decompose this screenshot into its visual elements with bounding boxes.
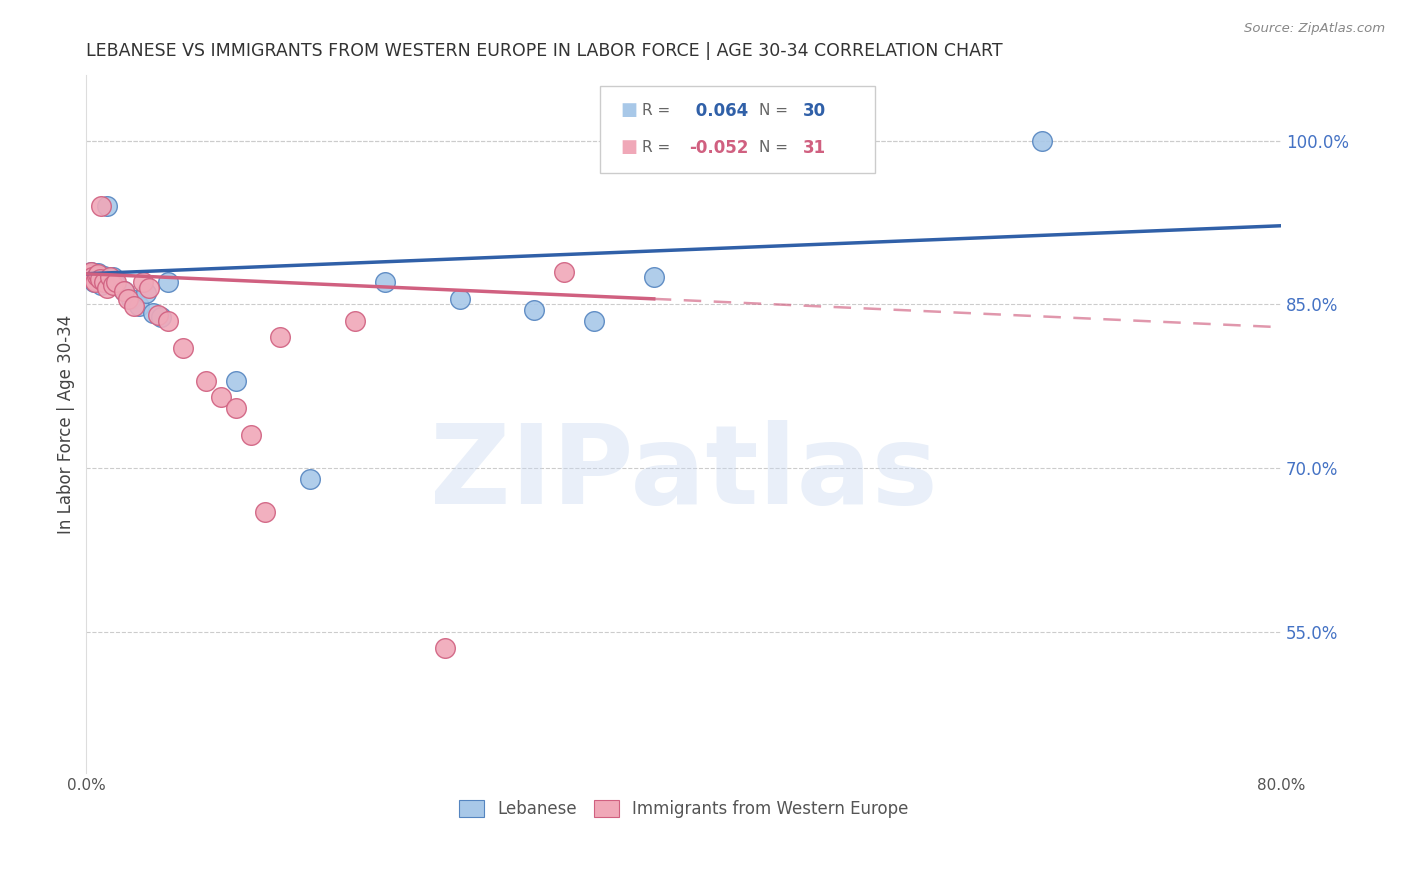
Point: [582, 314, 605, 328]
Point: [96, 199, 118, 213]
Text: R =: R =: [641, 103, 675, 119]
Point: [209, 390, 232, 404]
FancyBboxPatch shape: [600, 86, 875, 173]
Point: [112, 284, 135, 298]
Point: [98, 276, 121, 290]
Point: [122, 300, 145, 314]
Point: [344, 314, 367, 328]
Point: [449, 292, 471, 306]
Point: [77, 267, 100, 281]
Point: [105, 277, 128, 292]
Text: Source: ZipAtlas.com: Source: ZipAtlas.com: [1244, 22, 1385, 36]
Point: [132, 276, 155, 290]
Point: [239, 428, 262, 442]
Point: [374, 276, 396, 290]
Point: [146, 308, 169, 322]
Point: [89, 271, 111, 285]
Point: [643, 270, 665, 285]
Point: [80, 264, 103, 278]
Point: [299, 472, 322, 486]
Point: [83, 276, 105, 290]
Point: [87, 267, 110, 281]
Point: [523, 302, 546, 317]
Text: -0.052: -0.052: [689, 139, 749, 157]
Point: [77, 267, 100, 281]
Point: [86, 268, 108, 283]
Point: [225, 374, 247, 388]
Point: [90, 199, 112, 213]
Point: [86, 268, 108, 283]
Point: [1031, 134, 1053, 148]
Point: [269, 330, 291, 344]
Point: [101, 270, 124, 285]
Point: [142, 306, 165, 320]
Point: [96, 281, 118, 295]
Point: [172, 341, 194, 355]
Legend: Lebanese, Immigrants from Western Europe: Lebanese, Immigrants from Western Europe: [453, 793, 915, 824]
Point: [89, 272, 111, 286]
Point: [93, 276, 115, 290]
Text: N =: N =: [759, 140, 793, 155]
Point: [120, 292, 142, 306]
Point: [128, 300, 150, 314]
Point: [117, 292, 139, 306]
Point: [138, 281, 160, 295]
Point: [194, 374, 217, 388]
Point: [90, 277, 112, 292]
Point: [157, 314, 180, 328]
Point: [84, 273, 107, 287]
Point: [105, 276, 128, 290]
Point: [101, 277, 124, 292]
Point: [93, 268, 115, 283]
Text: R =: R =: [641, 140, 675, 155]
Point: [225, 401, 247, 415]
Point: [91, 273, 114, 287]
Point: [82, 270, 104, 285]
Text: 30: 30: [803, 102, 827, 120]
Point: [87, 266, 110, 280]
Point: [254, 505, 277, 519]
Point: [149, 310, 172, 325]
Text: ZIPatlas: ZIPatlas: [430, 420, 938, 526]
Text: N =: N =: [759, 103, 793, 119]
Text: 31: 31: [803, 139, 827, 157]
Y-axis label: In Labor Force | Age 30-34: In Labor Force | Age 30-34: [58, 315, 75, 534]
Text: LEBANESE VS IMMIGRANTS FROM WESTERN EUROPE IN LABOR FORCE | AGE 30-34 CORRELATIO: LEBANESE VS IMMIGRANTS FROM WESTERN EURO…: [86, 42, 1002, 60]
Point: [84, 276, 107, 290]
Text: 0.064: 0.064: [689, 102, 748, 120]
Point: [135, 286, 157, 301]
Point: [82, 270, 104, 285]
Point: [157, 276, 180, 290]
Point: [83, 273, 105, 287]
Point: [112, 284, 135, 298]
Point: [433, 640, 456, 655]
Point: [80, 264, 103, 278]
Text: ■: ■: [620, 138, 637, 156]
Text: ■: ■: [620, 101, 637, 120]
Point: [553, 264, 575, 278]
Point: [98, 270, 121, 285]
